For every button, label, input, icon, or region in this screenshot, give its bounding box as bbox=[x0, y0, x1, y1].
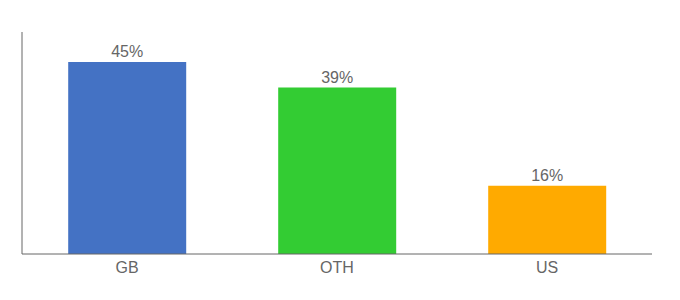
svg-text:16%: 16% bbox=[531, 167, 563, 184]
svg-text:US: US bbox=[536, 259, 558, 276]
svg-text:45%: 45% bbox=[111, 43, 143, 60]
svg-text:39%: 39% bbox=[321, 69, 353, 86]
svg-text:GB: GB bbox=[115, 259, 138, 276]
svg-text:OTH: OTH bbox=[320, 259, 354, 276]
